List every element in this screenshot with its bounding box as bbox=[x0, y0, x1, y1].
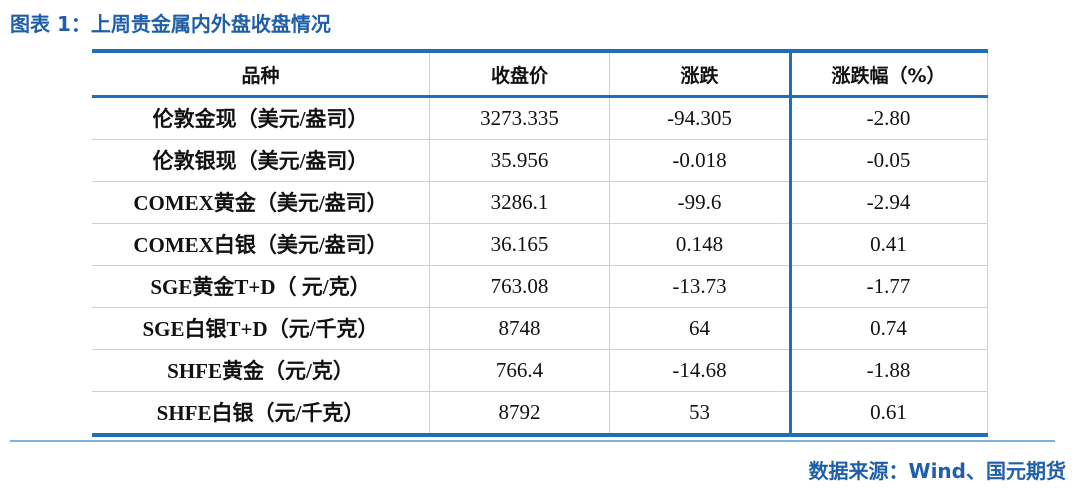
border bbox=[92, 95, 988, 98]
table-row: SGE黄金T+D（ 元/克） 763.08 -13.73 -1.77 bbox=[92, 265, 988, 308]
table-cell: SGE白银T+D（元/千克） bbox=[92, 307, 430, 349]
column-header: 收盘价 bbox=[430, 53, 610, 96]
table-cell: 3273.335 bbox=[430, 97, 610, 139]
table-cell: 0.61 bbox=[790, 391, 988, 433]
table-cell: -1.77 bbox=[790, 265, 988, 307]
table-cell: -1.88 bbox=[790, 349, 988, 391]
table-row: 伦敦金现（美元/盎司） 3273.335 -94.305 -2.80 bbox=[92, 97, 988, 140]
table-cell: 0.74 bbox=[790, 307, 988, 349]
table-row: 伦敦银现（美元/盎司） 35.956 -0.018 -0.05 bbox=[92, 139, 988, 182]
table-row: COMEX白银（美元/盎司） 36.165 0.148 0.41 bbox=[92, 223, 988, 266]
table-cell: 36.165 bbox=[430, 223, 610, 265]
table-cell: 8792 bbox=[430, 391, 610, 433]
table-cell: -0.018 bbox=[610, 139, 790, 181]
table-cell: SHFE白银（元/千克） bbox=[92, 391, 430, 433]
table-row: SGE白银T+D（元/千克） 8748 64 0.74 bbox=[92, 307, 988, 350]
table-cell: 35.956 bbox=[430, 139, 610, 181]
column-header: 涨跌幅（%） bbox=[790, 53, 988, 96]
table-cell: COMEX白银（美元/盎司） bbox=[92, 223, 430, 265]
divider bbox=[10, 440, 1055, 442]
table-cell: -0.05 bbox=[790, 139, 988, 181]
table-cell: 8748 bbox=[430, 307, 610, 349]
border bbox=[92, 433, 988, 437]
table-cell: 0.41 bbox=[790, 223, 988, 265]
table-row: SHFE白银（元/千克） 8792 53 0.61 bbox=[92, 391, 988, 434]
border bbox=[92, 49, 988, 53]
source: 数据来源：Wind、国元期货 bbox=[808, 459, 1066, 483]
table-cell: -14.68 bbox=[610, 349, 790, 391]
table-cell: SGE黄金T+D（ 元/克） bbox=[92, 265, 430, 307]
table-cell: 伦敦银现（美元/盎司） bbox=[92, 139, 430, 181]
table-cell: -13.73 bbox=[610, 265, 790, 307]
table-cell: -99.6 bbox=[610, 181, 790, 223]
border bbox=[789, 49, 792, 437]
table-row: COMEX黄金（美元/盎司） 3286.1 -99.6 -2.94 bbox=[92, 181, 988, 224]
title: 图表 1：上周贵金属内外盘收盘情况 bbox=[10, 12, 331, 36]
table-cell: COMEX黄金（美元/盎司） bbox=[92, 181, 430, 223]
table-cell: SHFE黄金（元/克） bbox=[92, 349, 430, 391]
table-cell: -94.305 bbox=[610, 97, 790, 139]
table-row: SHFE黄金（元/克） 766.4 -14.68 -1.88 bbox=[92, 349, 988, 392]
table-cell: -2.80 bbox=[790, 97, 988, 139]
column-header: 品种 bbox=[92, 53, 430, 96]
table-cell: 0.148 bbox=[610, 223, 790, 265]
column-header: 涨跌 bbox=[610, 53, 790, 96]
table-cell: 3286.1 bbox=[430, 181, 610, 223]
table-cell: 伦敦金现（美元/盎司） bbox=[92, 97, 430, 139]
table-cell: 763.08 bbox=[430, 265, 610, 307]
table-cell: -2.94 bbox=[790, 181, 988, 223]
table-cell: 64 bbox=[610, 307, 790, 349]
table-cell: 53 bbox=[610, 391, 790, 433]
header-row: 品种 收盘价 涨跌 涨跌幅（%） bbox=[92, 53, 988, 97]
table-cell: 766.4 bbox=[430, 349, 610, 391]
